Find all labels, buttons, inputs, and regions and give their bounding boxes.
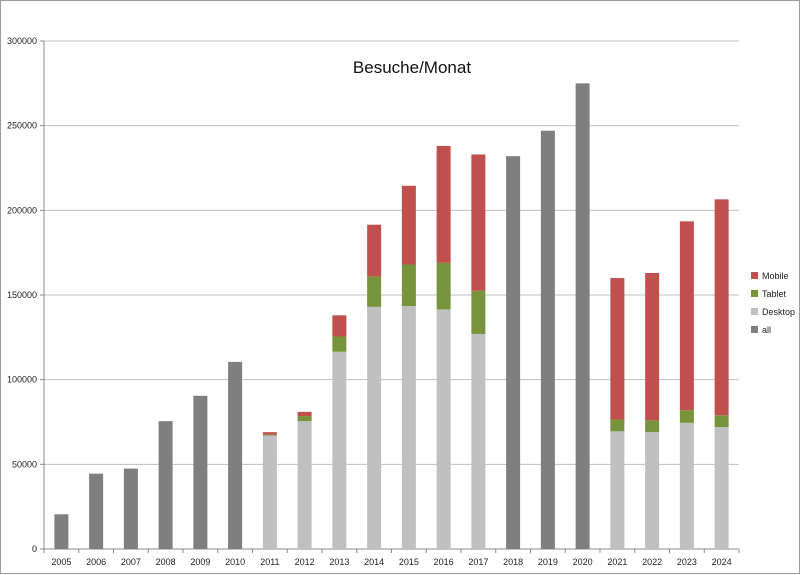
bars — [54, 83, 729, 549]
bar-tablet-2014 — [367, 276, 382, 307]
y-tick-label: 200000 — [7, 205, 37, 215]
bar-all-2005 — [54, 514, 69, 549]
y-axis: 0 50000 100000 150000 200000 250000 300000 — [7, 36, 45, 554]
legend-label-tablet: Tablet — [762, 289, 787, 299]
x-tick-label: 2007 — [121, 557, 141, 567]
bar-tablet-2016 — [436, 262, 451, 310]
bar-tablet-2021 — [610, 419, 625, 432]
x-tick-label: 2018 — [503, 557, 523, 567]
x-tick-label: 2005 — [51, 557, 71, 567]
bar-tablet-2012 — [297, 416, 312, 422]
legend-swatch-desktop — [751, 308, 758, 315]
bar-mobile-2013 — [332, 315, 347, 337]
legend-swatch-mobile — [751, 272, 758, 279]
x-tick-label: 2019 — [538, 557, 558, 567]
bar-mobile-2011 — [262, 432, 277, 435]
bar-desktop-2022 — [645, 432, 660, 549]
legend-label-all: all — [762, 325, 771, 335]
bar-mobile-2015 — [401, 185, 416, 265]
bar-all-2020 — [575, 83, 590, 549]
bar-desktop-2012 — [297, 421, 312, 549]
x-tick-label: 2013 — [329, 557, 349, 567]
x-tick-label: 2015 — [399, 557, 419, 567]
x-tick-label: 2010 — [225, 557, 245, 567]
bar-all-2006 — [89, 473, 104, 549]
bar-all-2008 — [158, 421, 173, 549]
legend-swatch-all — [751, 326, 758, 333]
x-tick-label: 2008 — [156, 557, 176, 567]
x-tick-label: 2009 — [190, 557, 210, 567]
x-tick-label: 2024 — [712, 557, 732, 567]
x-tick-label: 2021 — [607, 557, 627, 567]
bar-mobile-2014 — [367, 224, 382, 277]
bar-mobile-2016 — [436, 145, 451, 263]
legend: Mobile Tablet Desktop all — [751, 271, 795, 335]
bar-mobile-2023 — [679, 221, 694, 411]
bar-desktop-2024 — [714, 427, 729, 549]
legend-label-mobile: Mobile — [762, 271, 789, 281]
bar-all-2019 — [540, 130, 555, 549]
bar-mobile-2024 — [714, 199, 729, 416]
bar-tablet-2024 — [714, 415, 729, 428]
y-tick-label: 50000 — [12, 459, 37, 469]
y-tick-label: 250000 — [7, 121, 37, 131]
bar-desktop-2017 — [471, 333, 486, 549]
bar-desktop-2021 — [610, 431, 625, 549]
y-tick-label: 300000 — [7, 36, 37, 46]
bar-mobile-2022 — [645, 272, 660, 421]
gridlines — [44, 40, 739, 550]
bar-tablet-2017 — [471, 290, 486, 334]
bar-desktop-2013 — [332, 351, 347, 549]
bar-desktop-2011 — [262, 435, 277, 549]
bar-mobile-2012 — [297, 411, 312, 417]
bar-all-2009 — [193, 395, 208, 549]
chart-title: Besuche/Monat — [353, 58, 471, 77]
bar-desktop-2023 — [679, 422, 694, 549]
bar-desktop-2014 — [367, 306, 382, 549]
bar-tablet-2023 — [679, 410, 694, 423]
bar-mobile-2017 — [471, 154, 486, 291]
y-tick-label: 100000 — [7, 375, 37, 385]
bar-tablet-2015 — [401, 264, 416, 307]
bar-tablet-2013 — [332, 336, 347, 352]
x-tick-label: 2006 — [86, 557, 106, 567]
legend-swatch-tablet — [751, 290, 758, 297]
x-tick-label: 2011 — [260, 557, 279, 567]
y-tick-label: 0 — [32, 544, 37, 554]
bar-tablet-2022 — [645, 420, 660, 433]
bar-all-2010 — [228, 361, 243, 549]
x-tick-label: 2023 — [677, 557, 697, 567]
bar-tablet-2011 — [262, 434, 277, 436]
bar-desktop-2016 — [436, 309, 451, 549]
x-tick-label: 2016 — [434, 557, 454, 567]
y-tick-label: 150000 — [7, 290, 37, 300]
x-tick-label: 2017 — [468, 557, 488, 567]
x-tick-label: 2012 — [295, 557, 315, 567]
bar-mobile-2021 — [610, 278, 625, 420]
x-axis: 2005 2006 2007 2008 2009 2010 2011 2012 2013 2014… — [43, 549, 740, 567]
x-tick-label: 2020 — [573, 557, 593, 567]
legend-label-desktop: Desktop — [762, 307, 795, 317]
bar-desktop-2015 — [401, 306, 416, 549]
bar-all-2018 — [506, 156, 521, 549]
x-tick-label: 2022 — [642, 557, 662, 567]
x-tick-label: 2014 — [364, 557, 384, 567]
bar-all-2007 — [123, 468, 138, 549]
